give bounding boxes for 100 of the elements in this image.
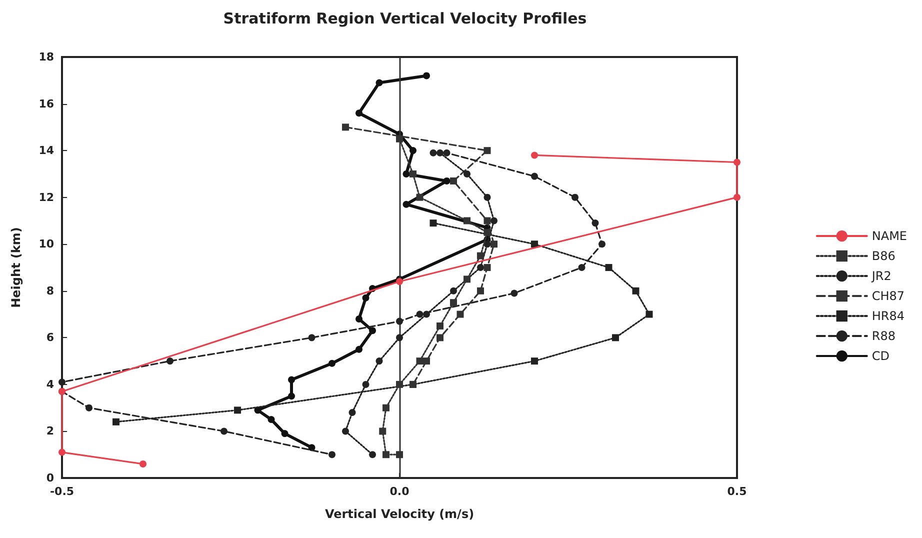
point (464, 276, 470, 283)
chart-title: Stratiform Region Vertical Velocity Profiles (223, 10, 587, 28)
point (605, 264, 612, 271)
point (430, 149, 437, 156)
point (443, 177, 450, 184)
legend-label: CH87 (872, 289, 905, 303)
point (592, 220, 599, 227)
legend-label: R88 (872, 329, 896, 343)
y-axis-title: Height (km) (9, 227, 23, 308)
point (288, 376, 295, 384)
point (348, 409, 356, 416)
point (376, 358, 383, 365)
y-tick-label: 16 (38, 97, 54, 110)
point (430, 220, 437, 227)
point (572, 194, 578, 201)
point (450, 299, 457, 306)
point (58, 448, 66, 456)
point (396, 318, 403, 325)
point (450, 287, 457, 294)
point (166, 358, 174, 365)
y-tick-label: 8 (46, 284, 54, 298)
point (734, 158, 740, 166)
point (308, 334, 316, 342)
point (369, 451, 376, 458)
point (598, 240, 606, 248)
legend-label: HR84 (872, 309, 905, 323)
point (443, 149, 450, 156)
point (484, 228, 491, 236)
legend-label: JR2 (870, 269, 892, 283)
point (477, 264, 484, 271)
point (531, 240, 538, 248)
point (490, 240, 498, 248)
point (410, 170, 416, 178)
point (220, 428, 228, 435)
point (416, 194, 424, 201)
x-tick-label: -0.5 (50, 485, 74, 498)
point (734, 194, 740, 201)
point (140, 460, 146, 468)
point (646, 310, 653, 318)
point (379, 428, 386, 435)
point (416, 310, 424, 318)
point (436, 322, 444, 330)
point (376, 79, 383, 86)
legend-label: NAME (872, 229, 908, 243)
x-axis-title: Vertical Velocity (m/s) (324, 507, 474, 521)
point (396, 135, 403, 142)
point (288, 392, 295, 400)
point (362, 294, 370, 302)
point (423, 358, 430, 365)
point (477, 252, 484, 260)
point (402, 200, 410, 208)
y-tick-label: 14 (38, 144, 54, 158)
point (632, 287, 640, 294)
point (356, 346, 362, 353)
point (423, 72, 430, 80)
point (112, 418, 120, 426)
point (234, 406, 241, 414)
point (531, 172, 538, 180)
point (484, 217, 491, 224)
point (464, 217, 470, 224)
point (396, 380, 403, 388)
point (86, 404, 92, 412)
point (356, 315, 362, 322)
point (484, 264, 491, 271)
point (410, 147, 416, 154)
point (342, 428, 349, 435)
point (531, 358, 538, 365)
y-tick-label: 0 (46, 472, 54, 484)
y-tick-label: 10 (38, 238, 54, 251)
point (436, 334, 444, 342)
point (510, 290, 518, 297)
y-tick-label: 6 (46, 331, 54, 344)
point (356, 110, 362, 117)
point (402, 170, 410, 178)
legend-label: CD (872, 349, 890, 363)
y-tick-label: 2 (46, 424, 54, 438)
point (578, 264, 586, 271)
point (362, 380, 370, 388)
point (396, 334, 403, 342)
point (369, 327, 376, 334)
y-tick-label: 18 (38, 50, 54, 64)
x-tick-label: 0.0 (390, 485, 410, 498)
point (490, 217, 498, 224)
point (416, 358, 424, 365)
point (328, 451, 336, 458)
point (450, 177, 457, 184)
x-tick-label: 0.5 (727, 485, 747, 498)
point (58, 378, 66, 386)
point (342, 124, 349, 131)
point (464, 170, 470, 178)
point (484, 147, 491, 154)
point (456, 310, 464, 318)
point (477, 287, 484, 294)
point (382, 404, 390, 412)
point (382, 451, 390, 458)
point (484, 194, 491, 201)
legend-label: B86 (872, 249, 896, 263)
point (396, 278, 403, 286)
y-tick-label: 12 (38, 190, 54, 204)
point (612, 334, 619, 342)
